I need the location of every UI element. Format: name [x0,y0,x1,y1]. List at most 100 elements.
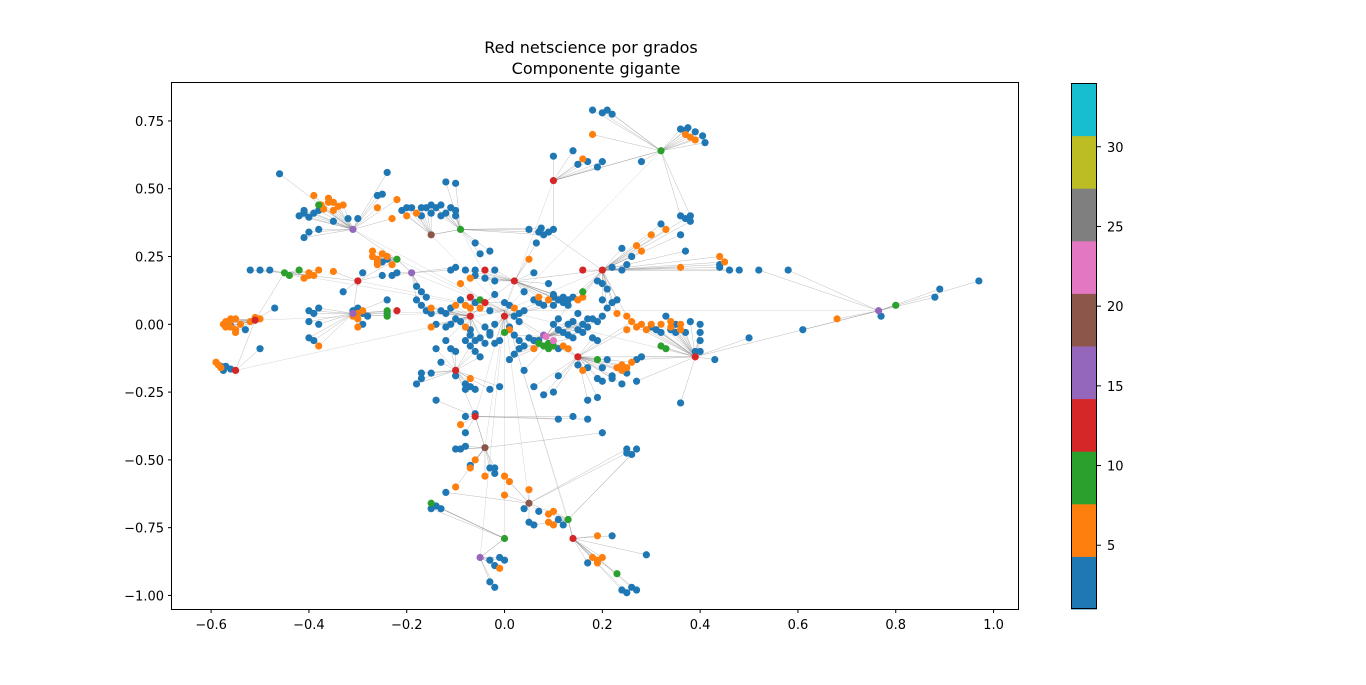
network-node [349,309,357,318]
network-node [676,399,685,407]
network-node [623,326,631,334]
network-edge [602,248,623,271]
network-node [315,201,323,209]
network-node [569,147,577,155]
network-edge [660,137,691,151]
y-tick-label: 0.00 [135,318,164,333]
network-node [525,486,533,494]
network-edge [695,337,750,358]
network-node [491,290,499,299]
network-node [579,328,587,337]
network-node [437,358,445,366]
network-edge [514,280,549,301]
network-node [315,342,323,350]
network-node [642,326,650,334]
network-edge [484,278,515,282]
network-node [486,247,494,255]
network-node [456,317,465,326]
network-node [525,499,533,507]
x-axis: −0.6 −0.4 −0.2 0.0 0.2 0.4 0.6 0.8 1.0 [195,609,1004,633]
network-node [537,224,545,232]
network-edge [479,538,505,558]
colorbar-tick-label: 30 [1107,141,1124,156]
network-node [466,304,474,312]
network-node [691,128,699,136]
network-edge [758,269,879,311]
network-edge [567,448,637,520]
network-node [315,225,323,234]
network-node [412,209,421,217]
network-edge [788,269,879,311]
network-edge [479,557,491,582]
network-node [613,309,621,318]
network-node [608,110,616,118]
network-edge [445,492,530,504]
network-node [329,198,337,206]
network-node [417,288,425,296]
network-node [681,247,690,255]
network-edge [577,337,593,357]
network-node [510,350,518,358]
network-edge [504,310,569,520]
network-node [632,445,641,453]
network-edge [455,351,476,371]
network-node [549,225,558,234]
network-node [393,195,401,204]
network-edge [445,316,471,341]
network-node [295,212,303,220]
network-node [701,139,709,147]
network-node [354,214,362,223]
network-node [632,586,641,594]
network-edge [470,310,505,317]
network-node [598,158,606,166]
network-node [422,293,430,301]
network-node [532,239,540,247]
network-node [691,353,699,361]
network-edge [255,310,505,321]
network-node [686,133,694,141]
network-edge [660,128,681,151]
network-node [496,383,504,391]
network-node [686,212,694,220]
network-node [720,258,729,266]
network-edge [455,370,476,417]
network-node [574,309,582,318]
network-edge [572,535,613,539]
network-edge [577,356,608,360]
network-edge [431,508,505,539]
network-node [481,339,489,347]
network-node [427,499,435,507]
network-edge [504,494,530,504]
network-node [579,293,587,301]
network-node [525,225,533,234]
network-edge [504,269,603,311]
network-node [315,266,323,274]
network-node [373,191,381,200]
network-node [603,355,611,364]
network-node [554,315,562,323]
network-node [427,304,435,312]
network-node [461,442,470,450]
network-edge [436,400,476,417]
plot-frame [171,82,1019,610]
network-node [315,304,323,312]
network-node [461,385,470,393]
network-node [461,380,470,388]
network-node [618,244,626,252]
network-node [530,269,538,277]
network-node [486,556,494,564]
network-node [466,274,474,282]
colorbar-segment [1071,503,1097,557]
network-node [329,206,337,215]
network-node [549,388,558,396]
network-node [452,445,460,453]
network-node [442,488,450,497]
network-node [711,355,719,364]
network-node [452,366,460,375]
network-edge [577,321,632,357]
network-node [676,320,685,328]
network-node [579,366,587,375]
x-tick-label: 1.0 [983,618,1004,633]
network-node [628,358,636,366]
network-node [676,326,685,334]
